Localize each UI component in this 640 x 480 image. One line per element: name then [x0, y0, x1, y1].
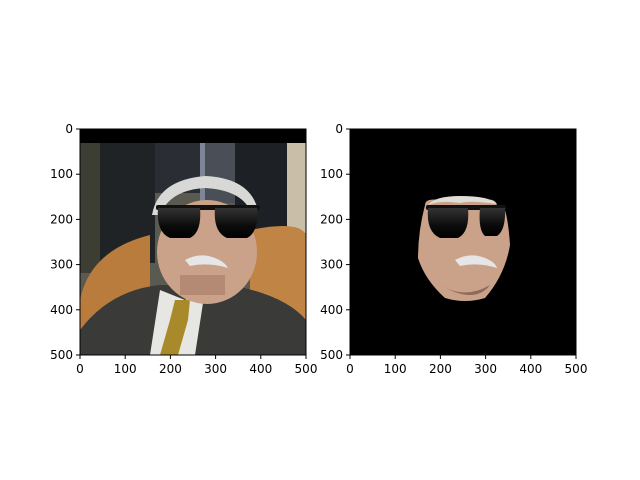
left-image-panel — [80, 129, 306, 355]
left-axes-frame — [79, 128, 307, 356]
right-xtick-label: 300 — [474, 362, 497, 376]
right-xtick-label: 0 — [346, 362, 354, 376]
left-ytick-label: 200 — [50, 212, 73, 226]
right-ytick-label: 400 — [320, 303, 343, 317]
left-ytick-label: 500 — [50, 348, 73, 362]
left-xtick-label: 300 — [204, 362, 227, 376]
left-xtick-label: 100 — [114, 362, 137, 376]
right-ytick-label: 200 — [320, 212, 343, 226]
left-ytick-label: 300 — [50, 258, 73, 272]
left-xtick-label: 0 — [76, 362, 84, 376]
left-xtick-label: 500 — [295, 362, 318, 376]
right-ytick-label: 100 — [320, 167, 343, 181]
right-ytick-label: 300 — [320, 258, 343, 272]
left-xtick-label: 200 — [159, 362, 182, 376]
left-ytick-label: 100 — [50, 167, 73, 181]
right-image-panel — [350, 129, 576, 355]
left-photo — [80, 129, 306, 355]
right-ytick-label: 500 — [320, 348, 343, 362]
right-xtick-label: 200 — [429, 362, 452, 376]
right-xtick-label: 400 — [519, 362, 542, 376]
left-ytick-label: 400 — [50, 303, 73, 317]
left-ytick-label: 0 — [65, 122, 73, 136]
right-xtick-label: 100 — [384, 362, 407, 376]
right-axes-frame — [349, 128, 577, 356]
right-xtick-label: 500 — [565, 362, 588, 376]
right-segmented-face — [418, 196, 510, 301]
right-ytick-label: 0 — [335, 122, 343, 136]
left-xtick-label: 400 — [249, 362, 272, 376]
